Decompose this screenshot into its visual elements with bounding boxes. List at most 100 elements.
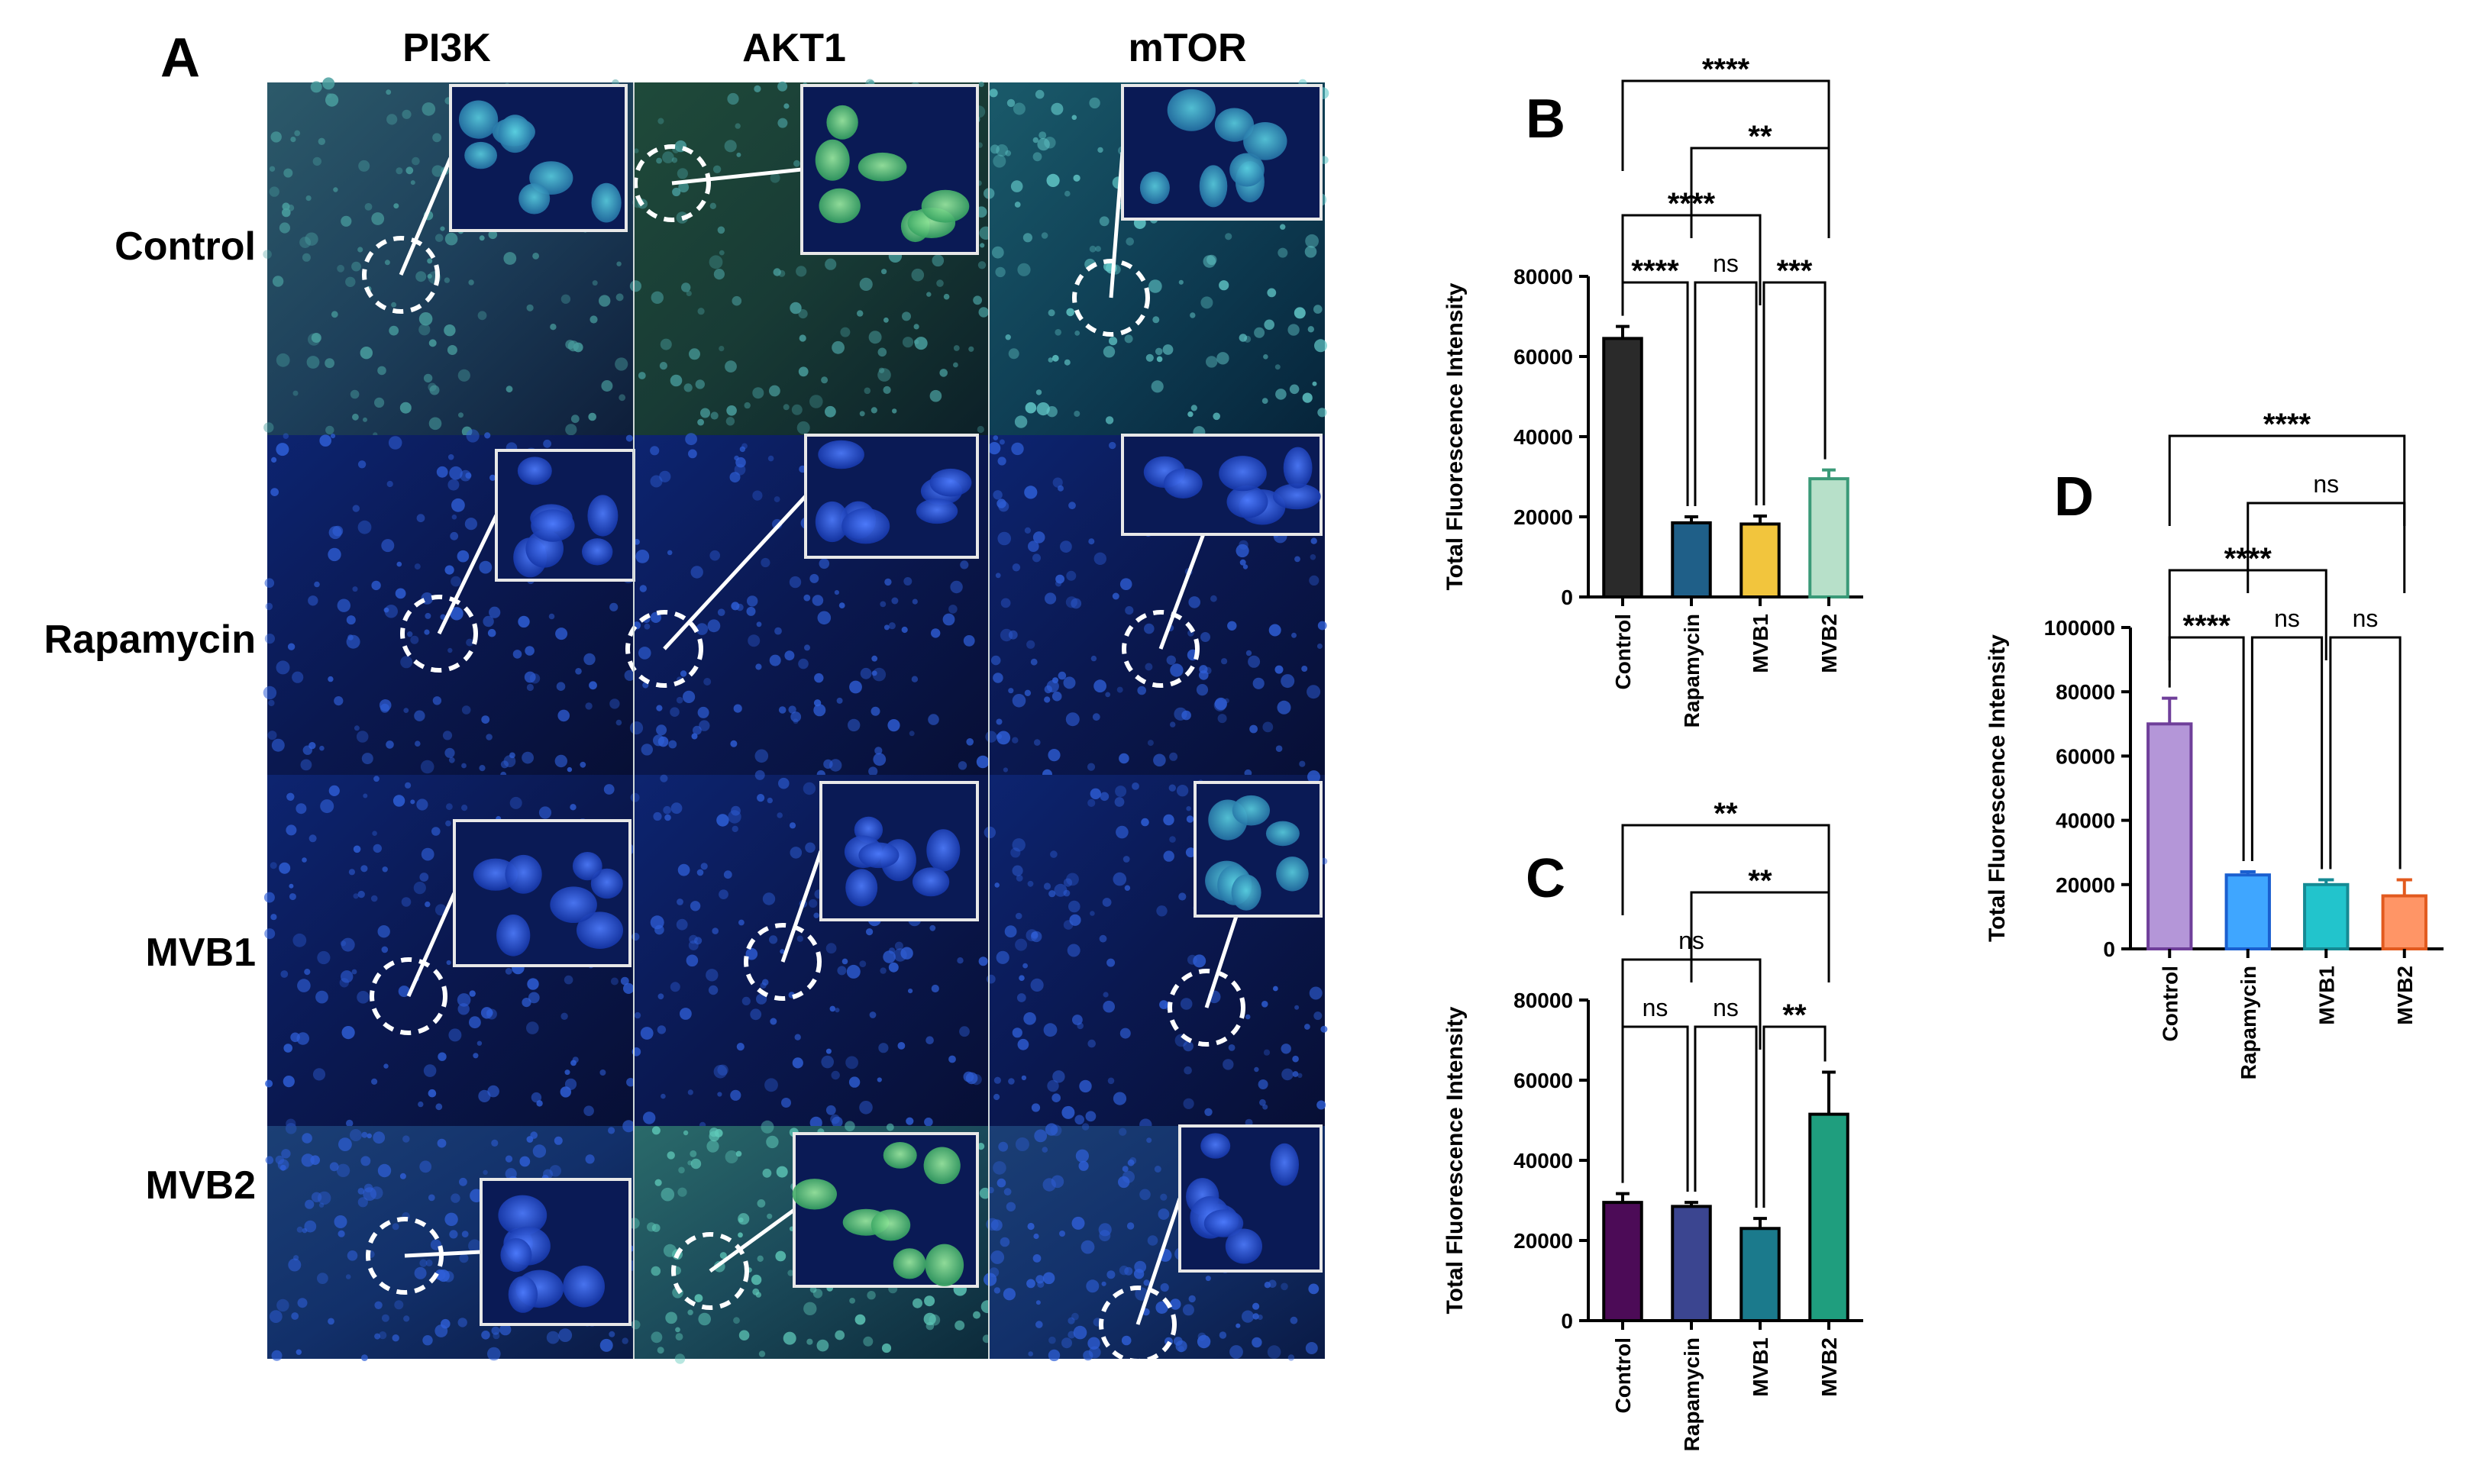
- inset-cell: [1139, 171, 1170, 205]
- y-tick-label: 80000: [1513, 989, 1573, 1012]
- significance-bracket: [2250, 636, 2324, 869]
- bar-mvb1: [1739, 522, 1781, 599]
- inset-cell: [577, 911, 623, 949]
- inset-cell: [1199, 165, 1228, 208]
- inset-cell: [531, 509, 575, 542]
- inset-cell: [916, 498, 958, 524]
- inset-marker-circle: [1168, 969, 1245, 1047]
- bar-control: [1602, 1201, 1643, 1322]
- inset-cell: [1167, 89, 1216, 131]
- x-tick-label: MVB1: [2314, 966, 2338, 1025]
- bar-mvb1: [1739, 1227, 1781, 1322]
- significance-label: **: [1748, 864, 1772, 898]
- significance-bracket: [1694, 281, 1758, 506]
- inset-cell: [1203, 1209, 1244, 1237]
- inset-cell: [1231, 874, 1261, 911]
- zoom-inset-7: [744, 781, 979, 1001]
- inset-cell: [1219, 456, 1267, 492]
- inset-connector: [709, 1208, 796, 1273]
- inset-cell: [818, 440, 864, 469]
- significance-label: **: [1714, 797, 1738, 831]
- inset-cell: [893, 1248, 926, 1279]
- inset-cell: [1200, 1133, 1231, 1159]
- inset-cell: [815, 501, 849, 543]
- bar-rapamycin: [2224, 873, 2271, 951]
- inset-cell: [826, 105, 858, 140]
- zoom-inset-6: [370, 819, 631, 1035]
- y-tick-label: 0: [1561, 1309, 1573, 1333]
- inset-cell: [929, 468, 972, 497]
- bar-mvb1: [2303, 882, 2350, 951]
- inset-cell: [792, 1179, 838, 1210]
- inset-connector: [671, 167, 803, 186]
- inset-cell: [815, 139, 850, 181]
- y-tick-label: 80000: [2056, 680, 2115, 704]
- x-tick-label: Rapamycin: [2237, 966, 2260, 1079]
- inset-marker-circle: [633, 144, 711, 222]
- zoom-inset-5: [1121, 434, 1323, 688]
- y-axis-label: Total Fluorescence Intensity: [1442, 1006, 1468, 1314]
- significance-bracket: [1690, 891, 1830, 982]
- y-tick-label: 100000: [2044, 616, 2115, 640]
- zoom-inset-10: [671, 1132, 979, 1310]
- inset-cell: [1273, 483, 1321, 510]
- significance-bracket: [2168, 636, 2245, 861]
- significance-label: ****: [2263, 408, 2311, 441]
- inset-marker-circle: [366, 1217, 444, 1295]
- significance-label: ****: [2183, 609, 2231, 643]
- x-tick-label: MVB2: [1817, 614, 1841, 673]
- inset-cell: [871, 1209, 911, 1241]
- column-header-mtor: mTOR: [1128, 26, 1246, 70]
- zoom-inset-1: [633, 84, 979, 255]
- inset-cell: [841, 508, 890, 544]
- x-tick-label: Rapamycin: [1680, 614, 1704, 727]
- significance-label: ns: [1643, 994, 1668, 1021]
- inset-cell: [926, 829, 961, 872]
- inset-cell: [925, 1244, 964, 1287]
- chart-c: Total Fluorescence Intensity 0 20000 40000 6…: [1442, 797, 1863, 1451]
- inset-marker-circle: [1122, 610, 1200, 688]
- inset-cell: [913, 867, 950, 897]
- inset-cell: [498, 1195, 548, 1236]
- panel-b-label: B: [1526, 89, 1565, 150]
- cell-field-2-1: [630, 769, 988, 1129]
- chart-b: Total Fluorescence Intensity 0 20000 40000 6…: [1442, 53, 1863, 727]
- significance-label: ****: [1702, 53, 1750, 86]
- x-tick-label: Control: [1611, 1337, 1635, 1414]
- inset-cell: [517, 456, 552, 486]
- zoom-inset-0: [362, 84, 628, 314]
- inset-cell: [819, 188, 861, 224]
- x-tick-label: Control: [1611, 614, 1635, 690]
- inset-cell: [1283, 447, 1313, 489]
- y-tick-label: 40000: [1513, 1149, 1573, 1173]
- significance-bracket: [1621, 79, 1830, 171]
- chart-d: Total Fluorescence Intensity 0 20000 40000 6…: [1985, 408, 2444, 1079]
- significance-label: ns: [1713, 994, 1739, 1021]
- zoom-inset-11: [1099, 1124, 1323, 1363]
- significance-bracket: [1621, 1025, 1689, 1192]
- row-label-mvb2: MVB2: [146, 1163, 256, 1208]
- bar-mvb2: [1808, 1112, 1849, 1322]
- bar-control: [1602, 337, 1643, 598]
- inset-cell: [1163, 468, 1203, 498]
- bar-rapamycin: [1671, 1205, 1712, 1322]
- inset-cell: [1225, 1228, 1262, 1264]
- inset-cell: [464, 141, 497, 169]
- inset-cell: [550, 886, 597, 923]
- inset-cell: [858, 152, 907, 182]
- inset-cell: [1270, 1143, 1299, 1186]
- significance-label: **: [1748, 120, 1772, 153]
- inset-cell: [498, 115, 532, 153]
- significance-label: ns: [2274, 605, 2300, 632]
- significance-bracket: [1694, 1025, 1758, 1208]
- inset-cell: [923, 1147, 961, 1185]
- row-label-mvb1: MVB1: [146, 931, 256, 975]
- inset-cell: [1214, 108, 1255, 142]
- significance-label: ns: [2313, 470, 2339, 498]
- column-header-pi3k: PI3K: [402, 26, 491, 70]
- inset-marker-circle: [625, 610, 703, 688]
- inset-cell: [572, 852, 602, 881]
- inset-cell: [587, 495, 619, 537]
- y-tick-label: 20000: [1513, 505, 1573, 529]
- row-label-control: Control: [115, 224, 256, 269]
